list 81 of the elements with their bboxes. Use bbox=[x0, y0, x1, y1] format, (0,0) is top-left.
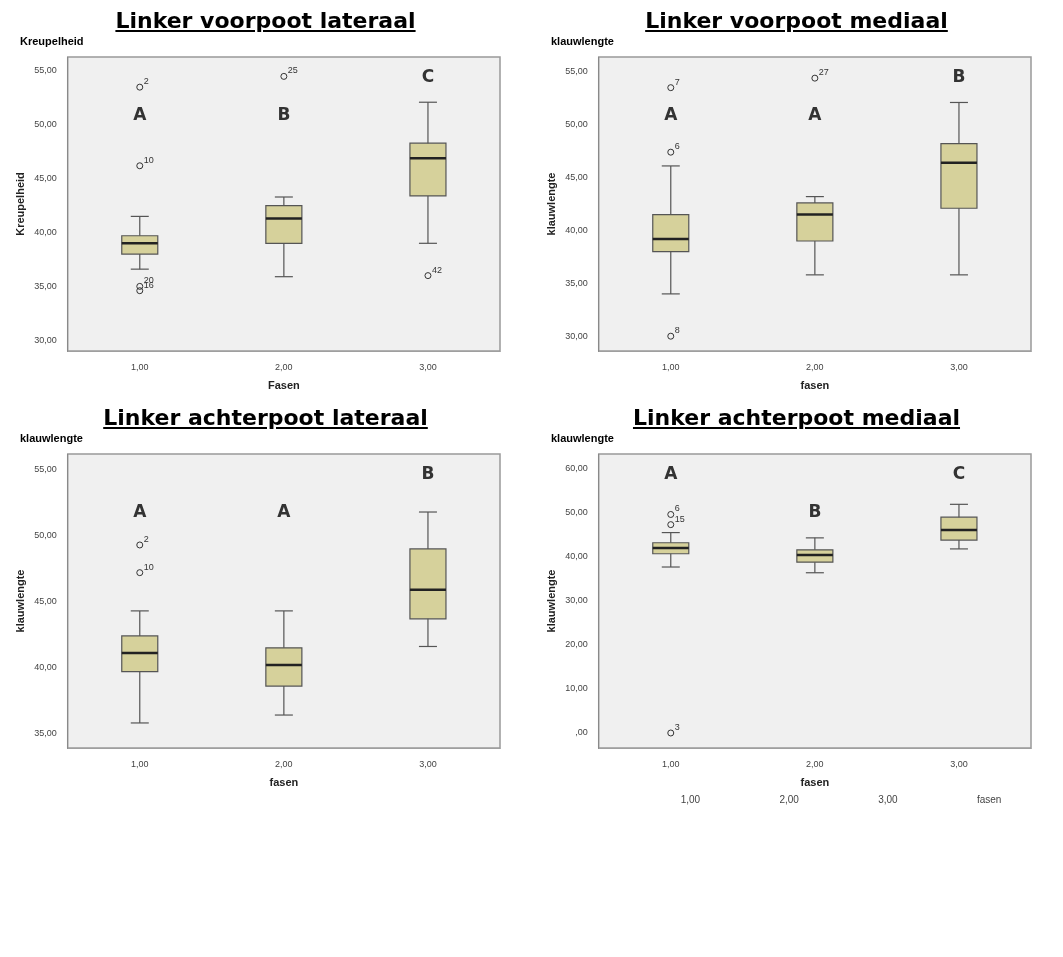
annotation: 10 bbox=[143, 154, 154, 165]
y-tick-label: 30,00 bbox=[565, 330, 588, 341]
y-tick-label: 40,00 bbox=[34, 227, 57, 238]
x-tick-label: 1,00 bbox=[131, 758, 149, 769]
x-tick-label: 1,00 bbox=[662, 758, 680, 769]
y-axis-title: klauwlengte bbox=[13, 569, 26, 633]
annotation: 8 bbox=[674, 325, 680, 336]
annotation: A bbox=[133, 104, 148, 125]
annotation: 42 bbox=[431, 264, 442, 275]
y-axis-title: klauwlengte bbox=[544, 172, 557, 236]
x-tick-label: 3,00 bbox=[419, 758, 437, 769]
y-tick-label: 50,00 bbox=[565, 119, 588, 130]
y-tick-label: 55,00 bbox=[34, 65, 57, 76]
y-tick-label: 40,00 bbox=[565, 224, 588, 235]
x-tick-label: 2,00 bbox=[275, 758, 293, 769]
x-tick-label: 2,00 bbox=[275, 361, 293, 372]
y-tick-label: 30,00 bbox=[34, 334, 57, 345]
x-tick-label: 1,00 bbox=[131, 361, 149, 372]
annotation: B bbox=[808, 501, 822, 522]
annotation: A bbox=[664, 463, 679, 483]
x-tick-label: 3,00 bbox=[950, 361, 968, 372]
annotation: C bbox=[421, 66, 435, 86]
x-tick-label: 2,00 bbox=[806, 361, 824, 372]
y-tick-label: 50,00 bbox=[34, 119, 57, 130]
chart-subtitle: Kreupelheid bbox=[20, 35, 85, 47]
annotation: 2 bbox=[143, 533, 149, 544]
annotation: 25 bbox=[287, 65, 298, 76]
x-axis-title: Fasen bbox=[267, 379, 301, 392]
text: 3,00 bbox=[878, 794, 898, 805]
annotation: 7 bbox=[674, 76, 680, 87]
chart-subtitle: klauwlengte bbox=[20, 432, 84, 444]
x-tick-label: 1,00 bbox=[662, 361, 680, 372]
y-tick-label: ,00 bbox=[575, 727, 588, 738]
annotation: B bbox=[952, 66, 966, 86]
chart-subtitle: klauwlengte bbox=[551, 432, 615, 444]
y-tick-label: 55,00 bbox=[565, 66, 588, 77]
x-tick-label: 2,00 bbox=[806, 758, 824, 769]
annotation: B bbox=[421, 463, 435, 483]
y-tick-label: 45,00 bbox=[565, 172, 588, 183]
text: fasen bbox=[976, 794, 1002, 805]
annotation: 3 bbox=[674, 721, 680, 732]
chart-subtitle: klauwlengte bbox=[551, 35, 615, 47]
annotation: C bbox=[952, 463, 966, 483]
annotation: 6 bbox=[674, 503, 680, 514]
y-tick-label: 20,00 bbox=[565, 639, 588, 650]
y-tick-label: 50,00 bbox=[565, 506, 588, 517]
annotation: 2 bbox=[143, 76, 149, 87]
chart-title: Linker achterpoot lateraal bbox=[102, 405, 429, 430]
annotation: 10 bbox=[143, 561, 154, 572]
chart-title: Linker voorpoot mediaal bbox=[644, 8, 949, 33]
y-tick-label: 40,00 bbox=[565, 550, 588, 561]
x-axis-title: fasen bbox=[800, 776, 830, 789]
text: 1,00 bbox=[680, 794, 701, 805]
text: 2,00 bbox=[779, 794, 799, 805]
annotation: 27 bbox=[818, 67, 829, 78]
chart-title: Linker voorpoot lateraal bbox=[114, 8, 417, 33]
y-tick-label: 35,00 bbox=[34, 280, 57, 291]
annotation: A bbox=[277, 501, 292, 522]
y-tick-label: 45,00 bbox=[34, 173, 57, 184]
annotation: A bbox=[664, 104, 679, 125]
chart-title: Linker achterpoot mediaal bbox=[631, 405, 961, 430]
annotation: 6 bbox=[674, 141, 680, 152]
y-tick-label: 55,00 bbox=[34, 464, 57, 475]
y-tick-label: 50,00 bbox=[34, 530, 57, 541]
annotation: A bbox=[133, 501, 148, 522]
y-tick-label: 40,00 bbox=[34, 662, 57, 673]
y-tick-label: 35,00 bbox=[565, 277, 588, 288]
y-tick-label: 35,00 bbox=[34, 727, 57, 738]
x-axis-title: fasen bbox=[269, 776, 299, 789]
y-tick-label: 45,00 bbox=[34, 596, 57, 607]
annotation: A bbox=[808, 104, 823, 125]
y-tick-label: 60,00 bbox=[565, 462, 588, 473]
y-axis-title: Kreupelheid bbox=[13, 172, 26, 236]
x-axis-title: fasen bbox=[800, 379, 830, 392]
y-tick-label: 10,00 bbox=[565, 683, 588, 694]
x-tick-label: 3,00 bbox=[950, 758, 968, 769]
annotation: B bbox=[277, 104, 291, 125]
y-tick-label: 30,00 bbox=[565, 595, 588, 606]
y-axis-title: klauwlengte bbox=[544, 569, 557, 633]
annotation: 15 bbox=[674, 513, 685, 524]
x-tick-label: 3,00 bbox=[419, 361, 437, 372]
